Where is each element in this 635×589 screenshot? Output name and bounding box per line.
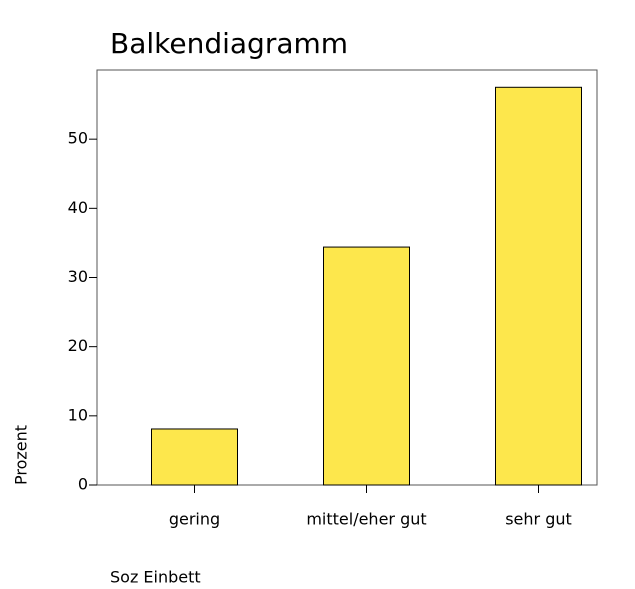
- x-tick-label: gering: [169, 510, 220, 529]
- x-tick-label: mittel/eher gut: [306, 510, 426, 529]
- bar: [495, 86, 582, 486]
- y-tick-label: 20: [68, 336, 88, 355]
- y-tick-label: 10: [68, 405, 88, 424]
- y-axis-label: Prozent: [12, 425, 31, 485]
- y-tick-label: 30: [68, 267, 88, 286]
- y-tick-label: 0: [78, 475, 88, 494]
- bar: [151, 428, 238, 486]
- bar: [323, 246, 410, 486]
- chart-title: Balkendiagramm: [110, 27, 348, 60]
- x-tick-label: sehr gut: [505, 510, 572, 529]
- y-tick-label: 50: [68, 129, 88, 148]
- x-axis-label: Soz Einbett: [110, 568, 201, 587]
- y-tick-label: 40: [68, 198, 88, 217]
